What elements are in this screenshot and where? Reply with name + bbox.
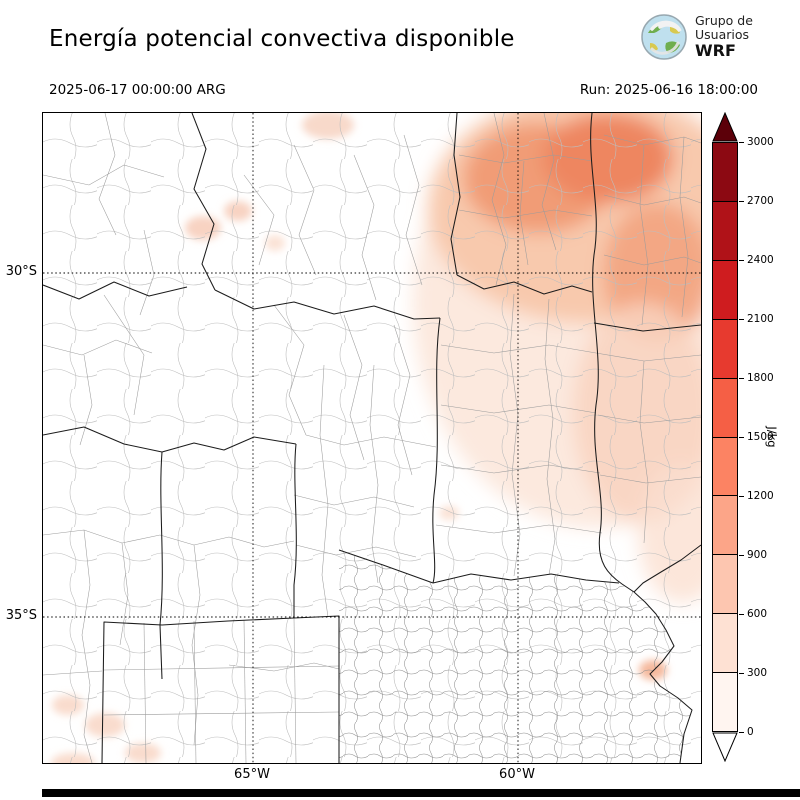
colorbar-tick-mark	[739, 201, 744, 202]
colorbar-tick-label: 900	[747, 549, 768, 561]
colorbar-segment	[713, 377, 737, 437]
colorbar-tick-label: 2100	[747, 313, 774, 325]
colorbar-tick-mark	[739, 142, 744, 143]
colorbar-tick-mark	[739, 614, 744, 615]
page-title: Energía potencial convectiva disponible	[49, 26, 515, 52]
colorbar-tick-label: 1200	[747, 490, 774, 502]
lat-label-30s: 30°S	[5, 264, 37, 279]
map-canvas	[43, 113, 701, 763]
colorbar-tick-label: 0	[747, 726, 754, 738]
logo-line3: WRF	[695, 41, 736, 61]
lon-label-60w: 60°W	[499, 767, 535, 782]
colorbar-arrow-down	[712, 732, 738, 762]
colorbar-segment	[713, 200, 737, 260]
colorbar-segment	[713, 259, 737, 319]
colorbar-segment	[713, 436, 737, 496]
colorbar-tick-mark	[739, 378, 744, 379]
colorbar-segment	[713, 613, 737, 673]
colorbar-tick-mark	[739, 319, 744, 320]
department-boundaries	[43, 113, 701, 763]
colorbar-segment	[713, 495, 737, 555]
colorbar-tick-label: 1800	[747, 372, 774, 384]
logo-text: Grupo de Usuarios WRF	[695, 14, 753, 60]
map-panel	[42, 112, 702, 764]
colorbar-segment	[713, 143, 737, 201]
subheader: 2025-06-17 00:00:00 ARG Run: 2025-06-16 …	[49, 82, 758, 98]
colorbar-tick-mark	[739, 555, 744, 556]
colorbar-segment	[713, 554, 737, 614]
logo-line2: Usuarios	[695, 27, 750, 43]
lat-label-35s: 35°S	[5, 608, 37, 623]
colorbar-tick-label: 1500	[747, 431, 774, 443]
colorbar-tick-label: 600	[747, 608, 768, 620]
colorbar-tick-label: 2400	[747, 254, 774, 266]
colorbar-tick-mark	[739, 673, 744, 674]
colorbar-tick-mark	[739, 732, 744, 733]
colorbar-tick-label: 3000	[747, 136, 774, 148]
bottom-bar	[42, 789, 800, 797]
colorbar-segment	[713, 318, 737, 378]
colorbar-arrow-up	[712, 112, 738, 142]
run-time-label: Run: 2025-06-16 18:00:00	[579, 82, 758, 98]
colorbar-segments	[712, 142, 738, 732]
colorbar-tick-label: 2700	[747, 195, 774, 207]
colorbar-tick-label: 300	[747, 667, 768, 679]
buenos-aires-department-mesh	[339, 550, 692, 763]
colorbar-tick-mark	[739, 260, 744, 261]
logo-line1: Grupo de	[695, 13, 753, 29]
wrf-logo: Grupo de Usuarios WRF	[640, 13, 753, 61]
globe-icon	[641, 14, 687, 60]
colorbar-segment	[713, 672, 737, 732]
colorbar-tick-mark	[739, 496, 744, 497]
valid-time-label: 2025-06-17 00:00:00 ARG	[49, 82, 226, 98]
lon-label-65w: 65°W	[234, 767, 270, 782]
colorbar-tick-mark	[739, 437, 744, 438]
colorbar: J/kg 3000 2700 2400 2100 1800 1500 1200 900 600 3…	[712, 112, 800, 762]
province-boundaries	[43, 113, 701, 763]
graticule-gridlines	[43, 113, 701, 763]
